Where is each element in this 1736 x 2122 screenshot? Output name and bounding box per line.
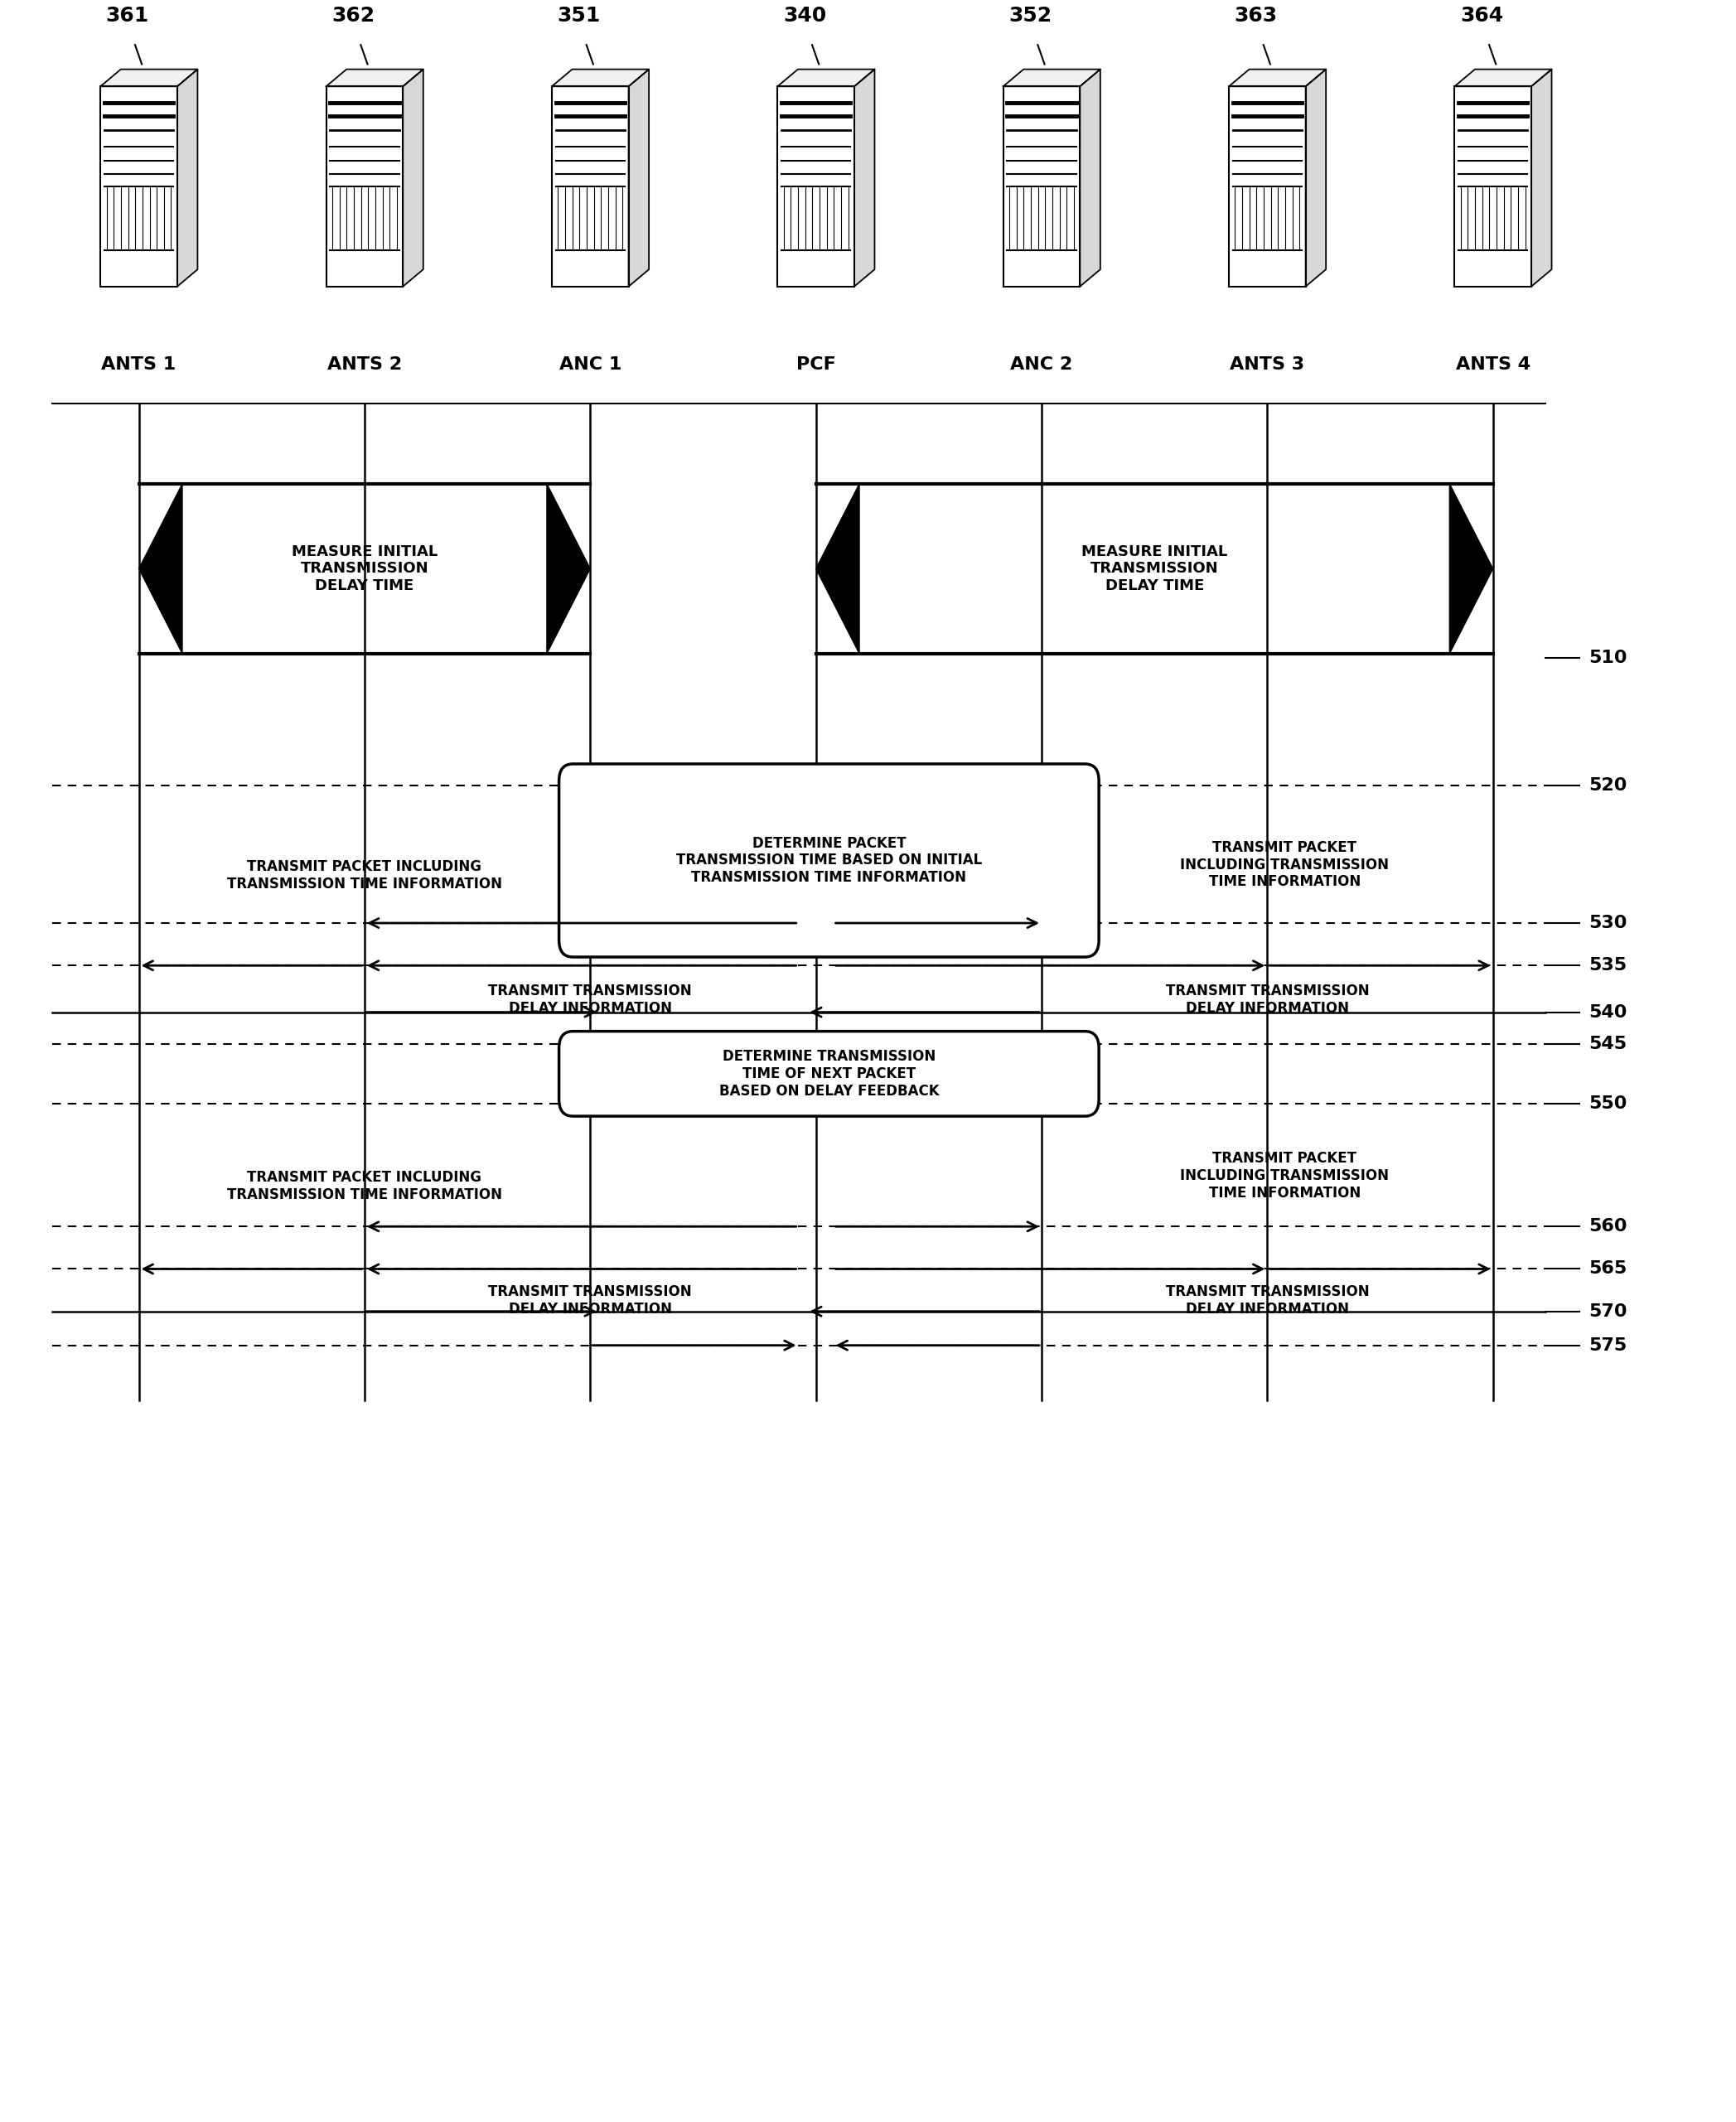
Text: 535: 535 <box>1588 957 1627 974</box>
Text: PCF: PCF <box>797 356 835 373</box>
Text: ANTS 1: ANTS 1 <box>101 356 177 373</box>
Text: MEASURE INITIAL
TRANSMISSION
DELAY TIME: MEASURE INITIAL TRANSMISSION DELAY TIME <box>292 543 437 594</box>
FancyBboxPatch shape <box>559 1031 1099 1116</box>
Text: DETERMINE PACKET
TRANSMISSION TIME BASED ON INITIAL
TRANSMISSION TIME INFORMATIO: DETERMINE PACKET TRANSMISSION TIME BASED… <box>675 836 983 885</box>
Text: TRANSMIT PACKET INCLUDING
TRANSMISSION TIME INFORMATION: TRANSMIT PACKET INCLUDING TRANSMISSION T… <box>227 859 502 891</box>
Text: ANTS 2: ANTS 2 <box>326 356 403 373</box>
Text: ANC 1: ANC 1 <box>559 356 621 373</box>
Polygon shape <box>1531 70 1552 286</box>
Bar <box>1003 87 1080 286</box>
Text: DETERMINE TRANSMISSION
TIME OF NEXT PACKET
BASED ON DELAY FEEDBACK: DETERMINE TRANSMISSION TIME OF NEXT PACK… <box>719 1048 939 1099</box>
Text: ANTS 3: ANTS 3 <box>1229 356 1305 373</box>
Polygon shape <box>1450 484 1493 654</box>
Text: TRANSMIT PACKET
INCLUDING TRANSMISSION
TIME INFORMATION: TRANSMIT PACKET INCLUDING TRANSMISSION T… <box>1180 1150 1389 1201</box>
Bar <box>101 87 177 286</box>
Text: 352: 352 <box>1009 6 1052 25</box>
Text: 510: 510 <box>1588 649 1627 666</box>
Polygon shape <box>326 70 424 87</box>
Polygon shape <box>552 70 649 87</box>
FancyBboxPatch shape <box>559 764 1099 957</box>
Text: 340: 340 <box>783 6 826 25</box>
Text: TRANSMIT TRANSMISSION
DELAY INFORMATION: TRANSMIT TRANSMISSION DELAY INFORMATION <box>488 982 693 1016</box>
Text: 361: 361 <box>106 6 149 25</box>
Polygon shape <box>854 70 875 286</box>
Text: TRANSMIT TRANSMISSION
DELAY INFORMATION: TRANSMIT TRANSMISSION DELAY INFORMATION <box>1165 982 1370 1016</box>
Text: 565: 565 <box>1588 1260 1627 1277</box>
Polygon shape <box>1080 70 1101 286</box>
Text: TRANSMIT TRANSMISSION
DELAY INFORMATION: TRANSMIT TRANSMISSION DELAY INFORMATION <box>1165 1284 1370 1318</box>
Text: ANC 2: ANC 2 <box>1010 356 1073 373</box>
Bar <box>1229 87 1305 286</box>
Polygon shape <box>628 70 649 286</box>
Polygon shape <box>403 70 424 286</box>
Bar <box>552 87 628 286</box>
Polygon shape <box>101 70 198 87</box>
Text: MEASURE INITIAL
TRANSMISSION
DELAY TIME: MEASURE INITIAL TRANSMISSION DELAY TIME <box>1082 543 1227 594</box>
Polygon shape <box>139 484 182 654</box>
Text: 560: 560 <box>1588 1218 1627 1235</box>
Text: TRANSMIT PACKET
INCLUDING TRANSMISSION
TIME INFORMATION: TRANSMIT PACKET INCLUDING TRANSMISSION T… <box>1180 840 1389 889</box>
Polygon shape <box>1455 70 1552 87</box>
Polygon shape <box>177 70 198 286</box>
Text: 540: 540 <box>1588 1004 1627 1021</box>
Polygon shape <box>816 484 859 654</box>
Text: TRANSMIT PACKET INCLUDING
TRANSMISSION TIME INFORMATION: TRANSMIT PACKET INCLUDING TRANSMISSION T… <box>227 1169 502 1203</box>
Text: 363: 363 <box>1234 6 1278 25</box>
Bar <box>1455 87 1531 286</box>
Text: TRANSMIT TRANSMISSION
DELAY INFORMATION: TRANSMIT TRANSMISSION DELAY INFORMATION <box>488 1284 693 1318</box>
Text: 550: 550 <box>1588 1095 1627 1112</box>
Text: 545: 545 <box>1588 1036 1627 1053</box>
Text: 362: 362 <box>332 6 375 25</box>
Polygon shape <box>1229 70 1326 87</box>
Text: 570: 570 <box>1588 1303 1627 1320</box>
Polygon shape <box>547 484 590 654</box>
Text: 520: 520 <box>1588 777 1627 794</box>
Polygon shape <box>1003 70 1101 87</box>
Text: 364: 364 <box>1460 6 1503 25</box>
Bar <box>326 87 403 286</box>
Polygon shape <box>1305 70 1326 286</box>
Text: 351: 351 <box>557 6 601 25</box>
Text: 530: 530 <box>1588 915 1627 932</box>
Text: ANTS 4: ANTS 4 <box>1455 356 1531 373</box>
Text: 575: 575 <box>1588 1337 1627 1354</box>
Polygon shape <box>778 70 875 87</box>
Bar <box>778 87 854 286</box>
